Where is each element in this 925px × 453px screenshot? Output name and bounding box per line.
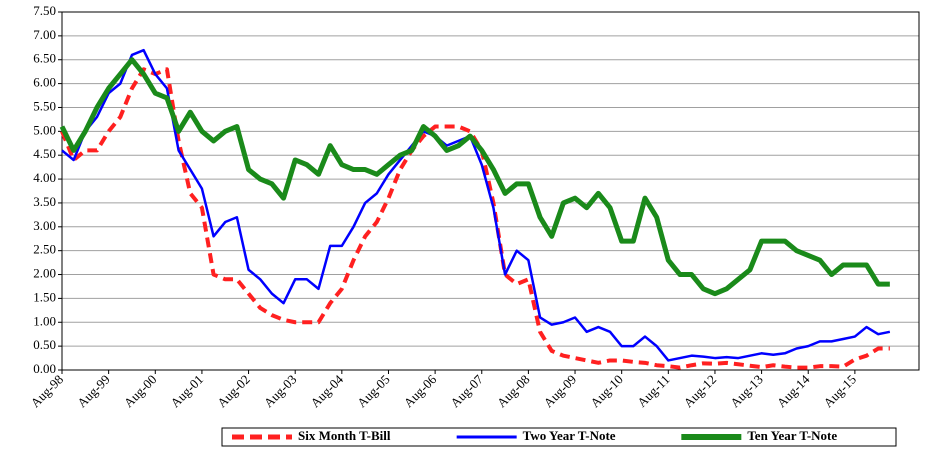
x-tick-label: Aug-04 <box>307 371 346 410</box>
series-line <box>61 48 891 362</box>
y-tick-label: 6.50 <box>33 51 56 66</box>
x-tick-label: Aug-14 <box>774 371 813 410</box>
y-tick-label: 4.00 <box>33 170 56 185</box>
y-tick-label: 5.00 <box>33 122 56 137</box>
y-tick-label: 4.50 <box>33 146 56 161</box>
legend-label: Ten Year T-Note <box>747 428 837 443</box>
y-tick-label: 0.50 <box>33 337 56 352</box>
x-tick-label: Aug-10 <box>587 372 626 411</box>
x-tick-label: Aug-06 <box>401 371 440 410</box>
x-tick-label: Aug-15 <box>820 372 859 411</box>
y-tick-label: 7.50 <box>33 3 56 18</box>
series-line <box>59 57 890 297</box>
x-tick-label: Aug-08 <box>494 372 533 411</box>
x-tick-label: Aug-98 <box>28 372 67 411</box>
y-tick-label: 0.00 <box>33 361 56 376</box>
y-tick-label: 3.00 <box>33 218 56 233</box>
y-tick-label: 2.00 <box>33 266 56 281</box>
y-tick-label: 1.50 <box>33 289 56 304</box>
x-tick-label: Aug-12 <box>680 372 719 411</box>
legend-box <box>221 427 897 447</box>
x-tick-label: Aug-03 <box>261 372 300 411</box>
x-tick-label: Aug-02 <box>214 372 253 411</box>
x-tick-label: Aug-09 <box>541 372 580 411</box>
legend-label: Two Year T-Note <box>523 428 616 443</box>
y-tick-label: 6.00 <box>33 75 56 90</box>
x-tick-label: Aug-13 <box>727 372 766 411</box>
y-tick-label: 7.00 <box>33 27 56 42</box>
x-tick-label: Aug-05 <box>354 372 393 411</box>
x-tick-label: Aug-07 <box>447 371 486 410</box>
y-tick-label: 5.50 <box>33 98 56 113</box>
x-tick-label: Aug-99 <box>74 372 113 411</box>
plot-border <box>61 11 920 371</box>
y-tick-label: 3.50 <box>33 194 56 209</box>
x-tick-label: Aug-01 <box>167 372 206 411</box>
y-tick-label: 1.00 <box>33 313 56 328</box>
legend-label: Six Month T-Bill <box>298 428 391 443</box>
y-tick-label: 2.50 <box>33 242 56 257</box>
plot-area <box>62 12 919 370</box>
x-tick-label: Aug-11 <box>634 372 672 410</box>
x-tick-label: Aug-00 <box>121 372 160 411</box>
